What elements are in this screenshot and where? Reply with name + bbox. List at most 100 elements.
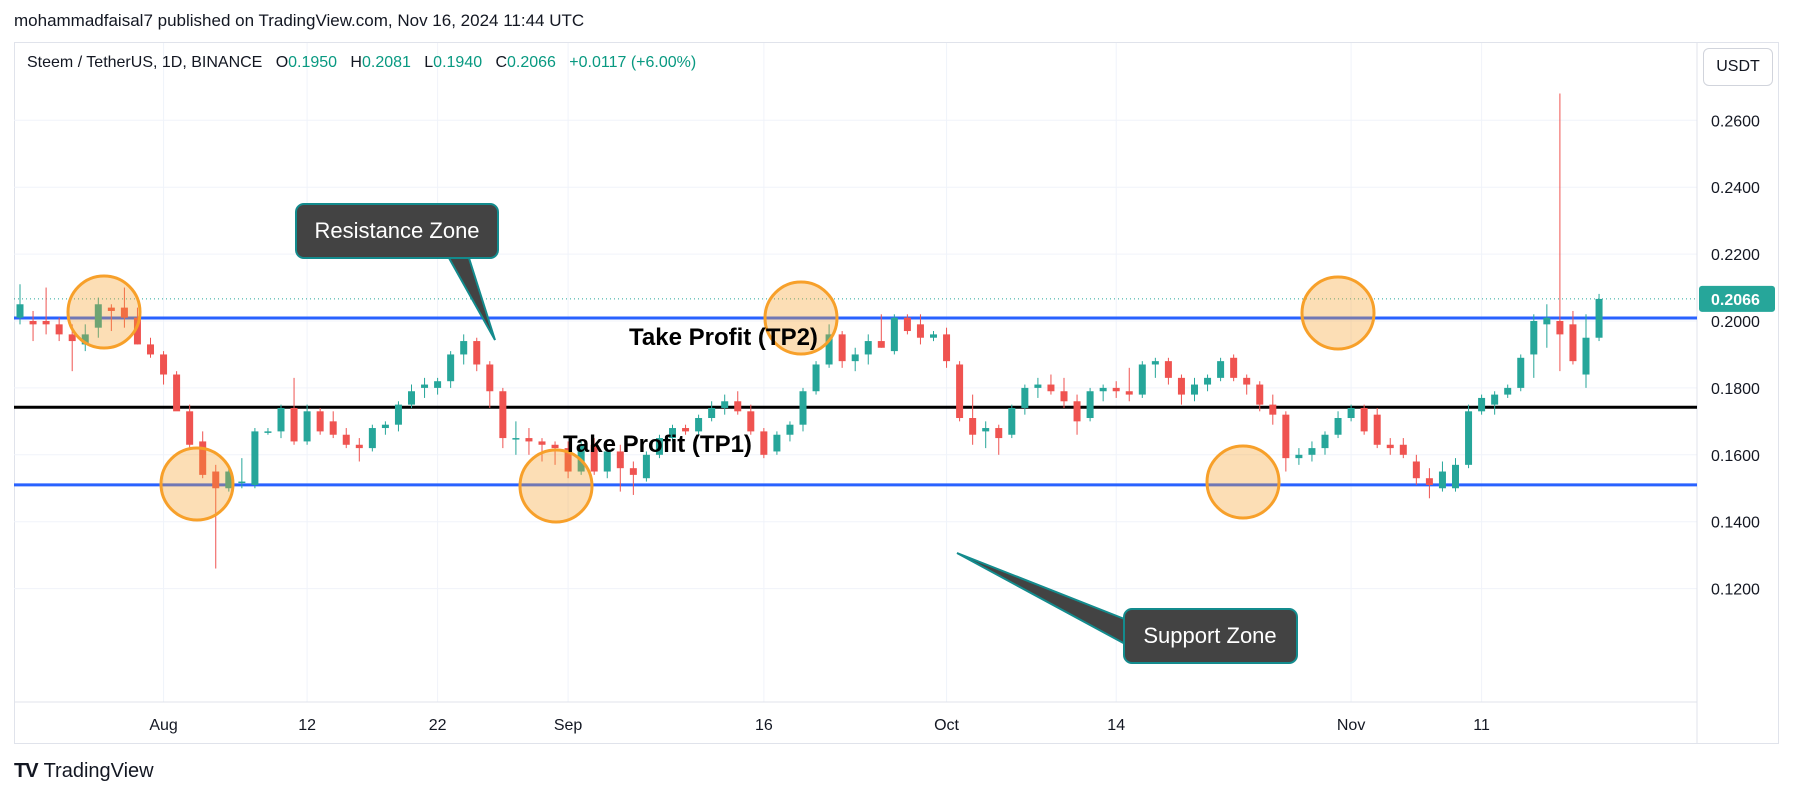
tp1-label: Take Profit (TP1) — [563, 431, 752, 458]
candle-down — [1425, 478, 1433, 485]
candle-up — [1517, 357, 1525, 388]
candle-down — [1243, 377, 1251, 385]
x-axis-tick-label: 12 — [298, 717, 316, 734]
candle-down — [1360, 407, 1368, 432]
tradingview-logo[interactable]: TV TradingView — [14, 760, 154, 783]
candle-up — [512, 438, 520, 440]
candle-up — [655, 438, 663, 455]
candle-down — [499, 391, 507, 439]
candle-up — [1438, 471, 1446, 489]
candle-up — [642, 454, 650, 479]
resistance-callout — [295, 203, 499, 259]
publisher-line: mohammadfaisal7 published on TradingView… — [14, 11, 585, 30]
candle-up — [695, 418, 703, 432]
candle-down — [1399, 444, 1407, 455]
candle-up — [1138, 364, 1146, 395]
candle-up — [1347, 407, 1355, 419]
candle-up — [1217, 361, 1225, 378]
candle-up — [1595, 298, 1603, 338]
candle-down — [355, 444, 363, 449]
candle-down — [1556, 321, 1564, 335]
candle-down — [486, 364, 494, 392]
candle-down — [1125, 391, 1133, 395]
y-axis-tick-label: 0.1200 — [1711, 582, 1760, 599]
candle-down — [68, 334, 76, 342]
candle-down — [629, 468, 637, 475]
candle-down — [1230, 357, 1238, 378]
y-axis-tick-label: 0.2000 — [1711, 314, 1760, 331]
candle-up — [669, 428, 676, 439]
candle-up — [1034, 384, 1042, 388]
candle-up — [1086, 391, 1094, 419]
candle-up — [381, 424, 389, 429]
highlight-circle — [66, 274, 142, 350]
candle-up — [460, 341, 468, 355]
candle-down — [316, 411, 324, 432]
candle-up — [447, 354, 455, 382]
candle-up — [890, 317, 898, 352]
currency-button[interactable]: USDT — [1703, 48, 1773, 86]
candle-up — [277, 407, 285, 432]
y-axis-tick-label: 0.2200 — [1711, 247, 1760, 264]
last-price-tag-label: 0.2066 — [1711, 292, 1760, 309]
candle-up — [1099, 387, 1107, 392]
candle-up — [303, 411, 311, 442]
x-axis-tick-label: 11 — [1473, 717, 1490, 734]
candle-down — [916, 324, 924, 338]
candle-down — [943, 334, 951, 362]
candle-up — [1308, 448, 1316, 455]
candle-up — [577, 444, 585, 472]
x-axis-tick-label: Sep — [554, 717, 583, 734]
x-axis-tick-label: Nov — [1337, 717, 1365, 734]
candle-down — [1164, 361, 1172, 378]
symbol-name: Steem / TetherUS, 1D, BINANCE — [27, 54, 263, 71]
candle-up — [812, 364, 820, 392]
candle-up — [603, 451, 611, 472]
candle-up — [1295, 454, 1303, 459]
candle-up — [1334, 418, 1342, 435]
candle-down — [1060, 391, 1068, 402]
candle-up — [1151, 361, 1159, 365]
candle-up — [421, 384, 429, 388]
candle-up — [930, 334, 937, 338]
candle-down — [1282, 414, 1290, 459]
highlight-circle — [518, 448, 594, 524]
candle-down — [682, 428, 690, 432]
y-axis-tick-label: 0.1800 — [1711, 381, 1760, 398]
candle-down — [147, 344, 154, 355]
highlight-circle — [159, 446, 235, 522]
support-callout-label: Support Zone — [1143, 623, 1276, 648]
close-value: 0.2066 — [507, 54, 556, 71]
candle-down — [29, 321, 37, 325]
candle-up — [434, 381, 442, 388]
candle-up — [786, 424, 794, 435]
open-label: O — [275, 54, 289, 71]
candle-up — [799, 391, 807, 425]
candle-down — [107, 307, 115, 311]
candle-up — [1204, 377, 1212, 385]
candle-up — [264, 431, 272, 433]
candle-up — [1582, 337, 1590, 375]
close-label: C — [495, 54, 508, 71]
candle-up — [16, 304, 24, 318]
x-axis-tick-label: Oct — [934, 717, 959, 734]
candle-down — [995, 428, 1003, 439]
candle-down — [55, 324, 63, 335]
candle-up — [225, 471, 233, 489]
candle-up — [982, 428, 990, 432]
chart-frame — [14, 42, 1779, 744]
candle-down — [473, 341, 481, 365]
candle-down — [1269, 404, 1277, 415]
candle-down — [1177, 377, 1185, 395]
candle-down — [290, 407, 298, 442]
candle-down — [1373, 414, 1381, 445]
candle-down — [342, 434, 350, 445]
x-axis-tick-label: 14 — [1107, 717, 1125, 734]
y-axis-tick-label: 0.2400 — [1711, 180, 1760, 197]
candle-up — [1504, 387, 1512, 395]
candle-up — [238, 481, 246, 484]
high-label: H — [350, 54, 362, 71]
candle-up — [851, 354, 859, 362]
resistance-callout-label: Resistance Zone — [314, 218, 479, 243]
